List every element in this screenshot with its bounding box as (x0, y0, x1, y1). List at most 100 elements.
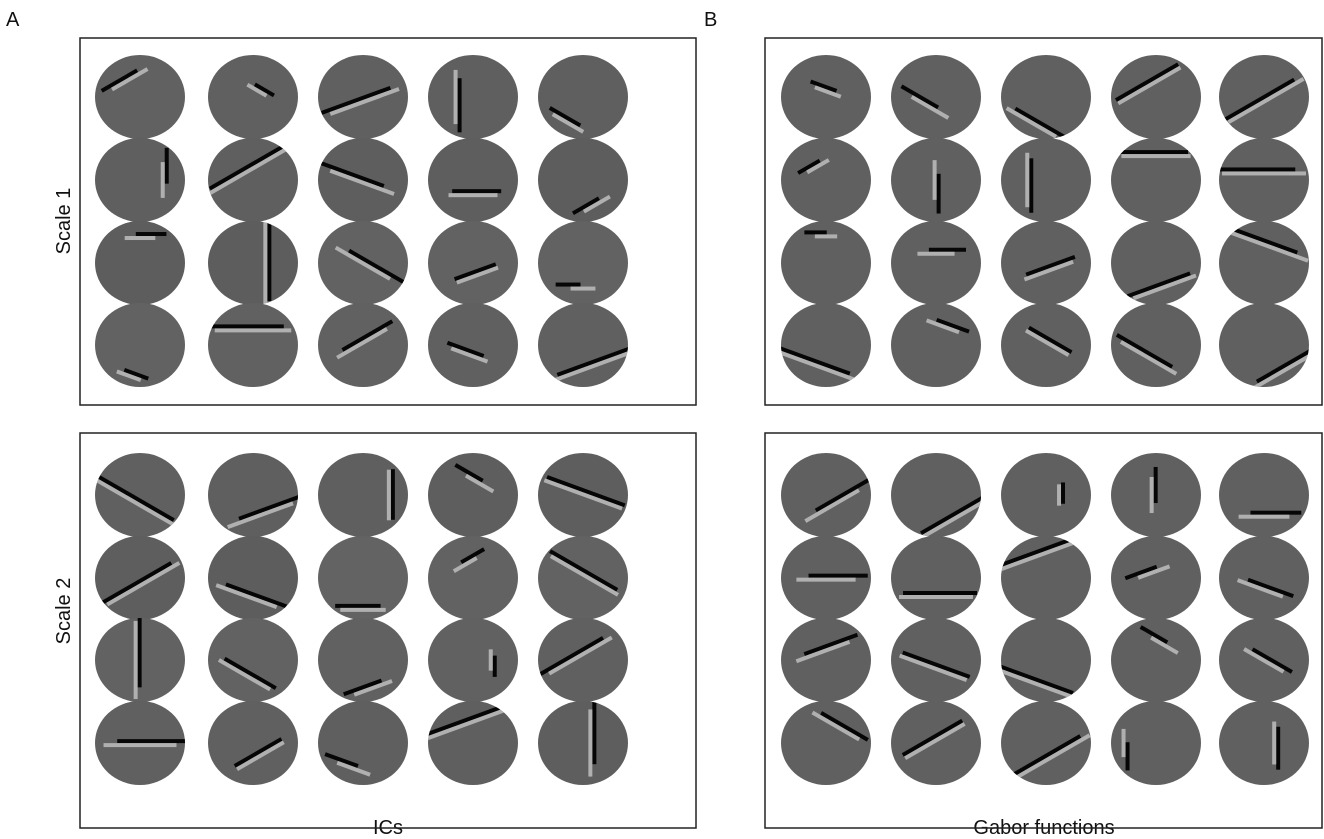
patch (1218, 452, 1310, 538)
patch-bg (890, 54, 982, 140)
patch-bg (890, 535, 982, 621)
stripe-light (815, 234, 837, 238)
patch (1000, 137, 1092, 223)
stripe-dark (937, 174, 941, 214)
patch-bg (1000, 137, 1092, 223)
patch-bg (1110, 137, 1202, 223)
patch (1218, 700, 1310, 786)
stripe-dark (136, 232, 167, 236)
stripe-dark (452, 189, 501, 193)
patch-bg (207, 220, 299, 306)
patch (780, 220, 872, 306)
patch (317, 535, 409, 621)
stripe-dark (556, 283, 581, 287)
stripe-dark (458, 78, 462, 132)
patch (207, 54, 299, 140)
stripe-dark (592, 697, 596, 764)
stripe-light (1057, 484, 1061, 505)
patch (317, 452, 409, 538)
patch (990, 617, 1092, 703)
patches (94, 54, 1324, 786)
stripe-dark (391, 469, 395, 520)
patch-bg (94, 54, 186, 140)
stripe (263, 219, 271, 304)
patch (207, 302, 299, 388)
patch (890, 302, 982, 388)
patch-bg (780, 302, 872, 388)
patch-bg (94, 137, 186, 223)
stripe-light (387, 470, 391, 521)
stripe-light (161, 162, 165, 198)
stripe-light (340, 608, 385, 612)
patch-bg (780, 452, 872, 538)
patch-bg (427, 302, 519, 388)
patch (537, 54, 629, 140)
figure: A B Scale 1 Scale 2 ICs Gabor functions (0, 0, 1324, 839)
patch (207, 137, 299, 223)
stripe (454, 70, 462, 132)
stripe-dark (1276, 727, 1280, 770)
patch (537, 697, 629, 786)
stripe-light (1150, 477, 1154, 513)
patch-bg (207, 137, 299, 223)
patch (890, 137, 982, 223)
patch (1218, 302, 1324, 394)
page: {"panels": [{"label": "A", "caption": "I… (0, 0, 1324, 839)
patch (780, 452, 872, 538)
patch (1000, 700, 1092, 786)
patch-bg (1000, 302, 1092, 388)
patch (94, 137, 186, 223)
stripe-dark (1211, 167, 1295, 171)
patch (1000, 302, 1092, 388)
patch (94, 54, 186, 140)
stripe-light (588, 709, 592, 776)
patch (94, 609, 186, 703)
patch (207, 219, 299, 306)
patch-bg (780, 617, 872, 703)
patch-bg (537, 220, 629, 306)
patch-bg (207, 452, 299, 538)
patch-bg (1000, 452, 1092, 538)
stripe-light (933, 160, 937, 200)
stripe (387, 469, 395, 520)
stripe-light (1272, 722, 1276, 765)
patch (780, 535, 872, 621)
patch-bg (1000, 617, 1092, 703)
panel-label: A (6, 9, 20, 31)
patch (780, 137, 872, 223)
stripe-light (134, 621, 138, 699)
patch (1218, 617, 1310, 703)
stripe (207, 324, 291, 332)
patch (537, 137, 629, 223)
patch (1110, 54, 1202, 140)
stripe-light (104, 743, 177, 747)
patch (94, 302, 186, 388)
stripe-light (489, 649, 493, 670)
patch (890, 220, 982, 306)
stripe-dark (804, 230, 826, 234)
patch-bg (427, 700, 519, 786)
stripe-dark (493, 656, 497, 677)
stripe-light (1122, 729, 1126, 757)
patch (1110, 137, 1202, 223)
patch-bg (427, 452, 519, 538)
stripe-light (263, 222, 267, 304)
stripe (1272, 722, 1280, 770)
stripe-light (796, 578, 855, 582)
patch-bg (780, 700, 872, 786)
patch-bg (207, 535, 299, 621)
stripe-dark (809, 574, 868, 578)
patch (1110, 220, 1202, 306)
patch (94, 535, 186, 621)
patch-bg (890, 302, 982, 388)
patch-bg (1218, 452, 1310, 538)
patch-bg (1218, 302, 1310, 388)
patch (427, 617, 519, 703)
patch (317, 220, 409, 306)
patch-bg (537, 700, 629, 786)
patch-bg (780, 137, 872, 223)
patch (424, 700, 519, 786)
stripe-light (454, 70, 458, 124)
patch-bg (427, 220, 519, 306)
stripe-light (1222, 171, 1306, 175)
